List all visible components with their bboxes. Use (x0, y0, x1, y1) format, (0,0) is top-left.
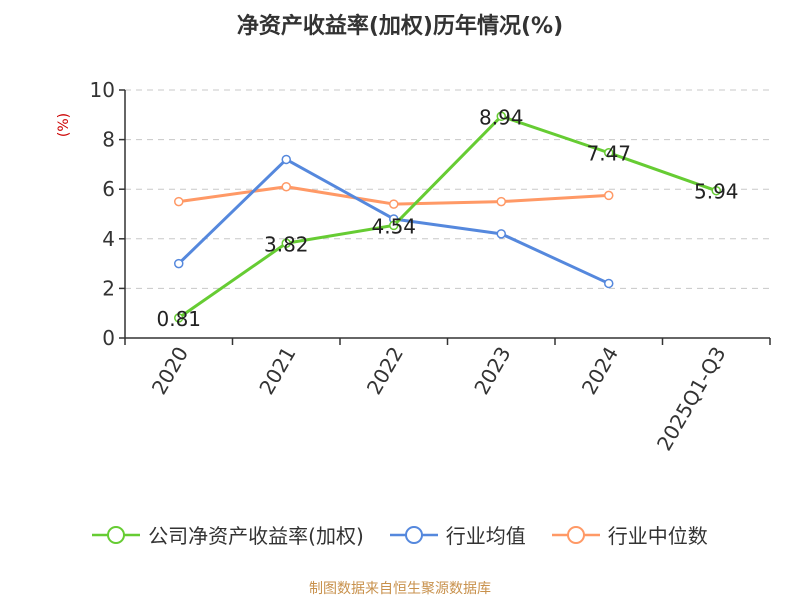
gridlines (125, 89, 770, 289)
y-tick-label: 2 (102, 276, 115, 300)
legend-line-marker-icon (551, 525, 600, 544)
data-point (389, 220, 399, 231)
y-tick-label: 0 (102, 326, 115, 350)
data-labels: 0.81 3.82 4.54 8.94 7.47 5.94 (156, 105, 738, 331)
legend-item[interactable]: 公司净资产收益率(加权) (92, 520, 364, 549)
data-point (389, 199, 399, 209)
x-tick-label: 2020 (147, 343, 193, 399)
y-tick-label: 8 (102, 128, 115, 152)
data-point (174, 258, 184, 269)
data-point (496, 229, 506, 239)
data-label: 8.94 (479, 105, 524, 129)
data-point (604, 147, 614, 158)
legend-label: 公司净资产收益率(加权) (148, 524, 364, 548)
y-tick-label: 6 (102, 177, 115, 201)
data-label: 5.94 (694, 180, 739, 204)
data-point (604, 190, 614, 201)
legend-item[interactable]: 行业中位数 (551, 520, 708, 549)
x-tick-label: 2022 (362, 343, 408, 399)
data-point (281, 181, 291, 192)
y-tick-label: 4 (102, 227, 115, 251)
legend-label: 行业均值 (445, 524, 526, 548)
source-note: 制图数据来自恒生聚源数据库 (309, 581, 491, 597)
data-point (604, 278, 614, 289)
y-axis-label: (%) (56, 113, 72, 137)
legend-item[interactable]: 行业均值 (389, 520, 526, 549)
legend: 公司净资产收益率(加权) 行业均值 行业中位数 (0, 520, 800, 549)
x-tick-label: 2025Q1-Q3 (652, 343, 731, 455)
data-point (174, 313, 184, 323)
series (174, 111, 721, 323)
x-tick-label: 2023 (469, 343, 515, 399)
data-point (496, 111, 506, 122)
data-label: 3.82 (264, 232, 309, 256)
series-line (177, 114, 717, 320)
data-point (281, 238, 291, 249)
y-tick-label: 10 (90, 78, 115, 102)
data-point (711, 185, 721, 196)
legend-label: 行业中位数 (607, 524, 708, 548)
data-label: 4.54 (371, 214, 416, 238)
data-point (174, 196, 184, 207)
axes: 0 2 4 6 8 10 2020 2021 2022 2023 2024 2025Q1-Q3 (90, 78, 771, 455)
x-tick-label: 2024 (577, 343, 623, 399)
chart-title: 净资产收益率(加权)历年情况(%) (236, 14, 564, 39)
data-label: 7.47 (586, 142, 631, 166)
x-tick-label: 2021 (254, 343, 300, 399)
legend-line-marker-icon (92, 525, 141, 544)
data-label: 0.81 (156, 307, 201, 331)
data-point (496, 196, 506, 207)
legend-line-marker-icon (389, 525, 438, 544)
data-point (281, 154, 291, 165)
